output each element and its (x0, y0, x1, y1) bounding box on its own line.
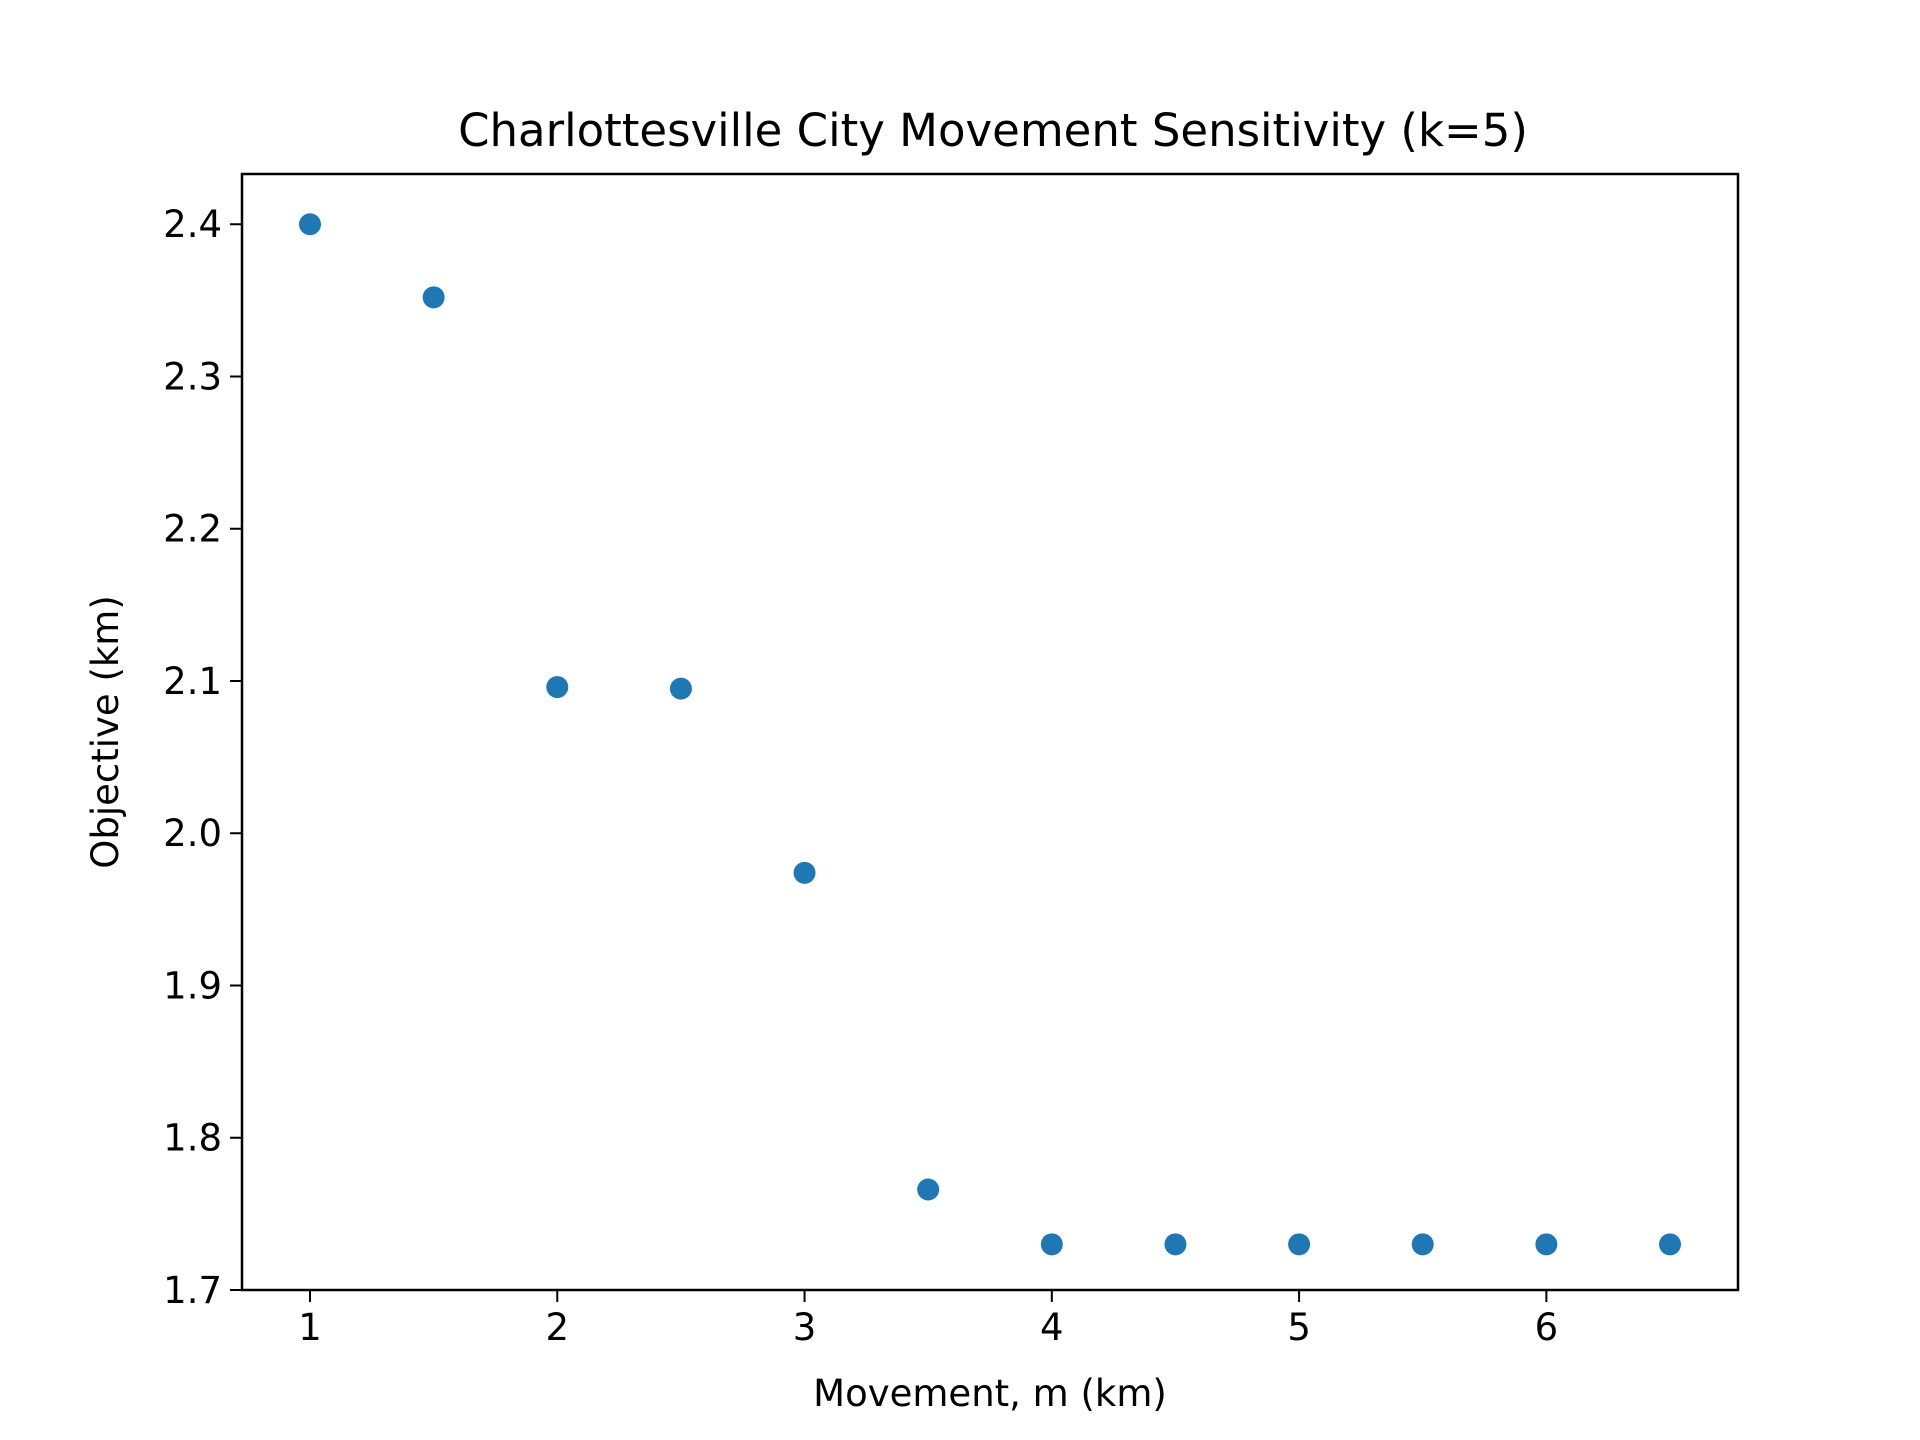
y-tick-label: 1.7 (163, 1269, 222, 1312)
x-tick-label: 5 (1287, 1306, 1311, 1349)
chart-title: Charlottesville City Movement Sensitivit… (458, 104, 1528, 157)
x-axis-ticks: 1 2 3 4 5 6 (298, 1290, 1558, 1349)
y-tick-label: 2.3 (163, 355, 222, 398)
y-tick-label: 1.9 (163, 964, 222, 1007)
x-axis-label: Movement, m (km) (813, 1372, 1167, 1415)
y-tick-label: 2.0 (163, 812, 222, 855)
data-point (1535, 1233, 1558, 1256)
x-tick-label: 2 (545, 1306, 569, 1349)
data-point (299, 213, 321, 236)
data-point (546, 676, 569, 699)
data-point (793, 861, 816, 884)
data-point (1288, 1233, 1311, 1256)
y-tick-label: 2.1 (163, 660, 222, 703)
data-point (1411, 1233, 1434, 1256)
data-point (422, 286, 445, 309)
x-tick-label: 6 (1535, 1306, 1559, 1349)
data-points (299, 213, 1681, 1256)
data-point (1164, 1233, 1187, 1256)
y-axis-label: Objective (km) (84, 595, 127, 869)
y-tick-label: 1.8 (163, 1117, 222, 1160)
plot-frame (240, 172, 1740, 1292)
x-tick-label: 1 (298, 1306, 322, 1349)
data-point (917, 1178, 940, 1201)
x-tick-label: 3 (793, 1306, 817, 1349)
plot-area: 1 2 3 4 5 6 1.7 1.8 1.9 2.0 2.1 2.2 2.3 2.4 (163, 172, 1740, 1349)
x-tick-label: 4 (1040, 1306, 1064, 1349)
data-point (1040, 1233, 1063, 1256)
y-tick-label: 2.4 (163, 203, 222, 246)
data-point (669, 677, 692, 700)
y-axis-ticks: 1.7 1.8 1.9 2.0 2.1 2.2 2.3 2.4 (163, 203, 242, 1312)
data-point (1659, 1233, 1681, 1256)
y-tick-label: 2.2 (163, 508, 222, 551)
